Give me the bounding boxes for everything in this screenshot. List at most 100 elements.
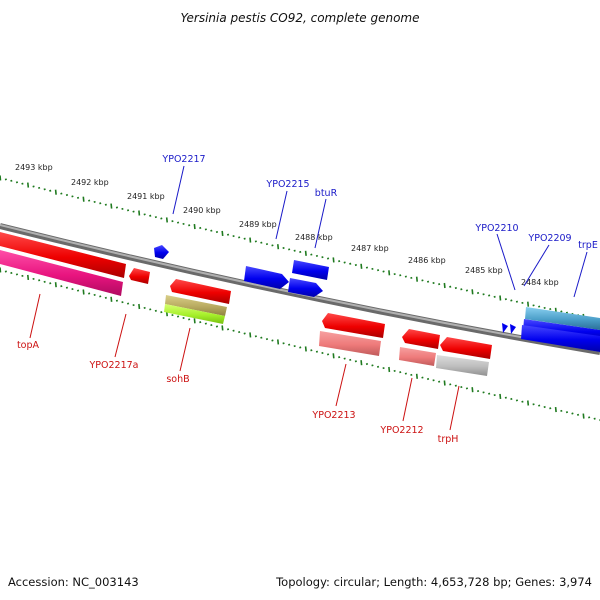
- reverse-strand-genes: [0, 232, 492, 376]
- outer-track-minor-tick: [132, 210, 135, 213]
- reverse-gene-labels: topA YPO2217a sohB YPO2213 YPO2212 trpH: [17, 293, 460, 445]
- label-YPO2209: YPO2209: [527, 233, 571, 244]
- inner-track-minor-tick: [76, 289, 80, 292]
- outer-track-minor-tick: [376, 269, 380, 272]
- label-topA: topA: [17, 340, 40, 351]
- outer-track-minor-tick: [76, 196, 80, 199]
- leader-trpE: [573, 251, 588, 298]
- accession-text: Accession: NC_003143: [8, 575, 139, 589]
- inner-track-minor-tick: [482, 391, 485, 394]
- scale-label-2491: 2491 kbp: [127, 192, 165, 201]
- label-YPO2212: YPO2212: [379, 425, 423, 436]
- outer-track-minor-tick: [454, 286, 457, 290]
- gene-btuR-block: [292, 260, 329, 280]
- outer-track-minor-tick: [104, 203, 107, 206]
- outer-track-minor-tick: [532, 304, 535, 307]
- inner-track-major-tick: [82, 289, 85, 295]
- inner-track-minor-tick: [588, 416, 591, 419]
- inner-track-minor-tick: [382, 367, 385, 370]
- outer-track-minor-tick: [154, 216, 157, 219]
- inner-track-minor-tick: [265, 338, 269, 341]
- genome-title: Yersinia pestis CO92, complete genome: [181, 11, 420, 25]
- scale-label-2489: 2489 kbp: [239, 220, 277, 229]
- inner-track-minor-tick: [449, 383, 452, 386]
- gene-YPO2217-arrow: [154, 245, 169, 259]
- gene-sohB-arrow: [170, 279, 231, 304]
- inner-track-minor-tick: [593, 417, 596, 420]
- outer-track-minor-tick: [393, 273, 396, 276]
- inner-track-minor-tick: [365, 362, 369, 366]
- gene-trpE-row1: [525, 307, 600, 330]
- inner-track-minor-tick: [15, 273, 19, 276]
- outer-track-minor-tick: [232, 235, 235, 238]
- inner-track-minor-tick: [132, 304, 135, 307]
- gene-trpE-row3: [521, 325, 600, 352]
- outer-track-minor-tick: [288, 248, 291, 251]
- leader-YPO2212: [402, 377, 413, 422]
- inner-track-major-tick: [0, 267, 2, 273]
- inner-track-minor-tick: [549, 407, 552, 410]
- inner-track-minor-tick: [421, 376, 424, 379]
- outer-track-minor-tick: [543, 306, 546, 309]
- gene-YPO2217a-arrow: [129, 268, 150, 284]
- gene-YPO2215-arrow: [244, 266, 289, 289]
- inner-track-minor-tick: [343, 357, 346, 360]
- leader-topA: [29, 293, 41, 339]
- label-YPO2217a: YPO2217a: [88, 360, 138, 371]
- leader-YPO2213: [335, 363, 347, 407]
- outer-track-minor-tick: [293, 249, 296, 252]
- inner-track-major-tick: [415, 373, 418, 379]
- outer-track-minor-tick: [538, 305, 541, 308]
- inner-track-minor-tick: [188, 318, 191, 321]
- label-YPO2210: YPO2210: [474, 223, 518, 234]
- inner-track-major-tick: [332, 353, 335, 359]
- inner-track-minor-tick: [432, 379, 435, 382]
- inner-track-minor-tick: [393, 369, 396, 372]
- inner-track-minor-tick: [65, 286, 69, 289]
- outer-track-minor-tick: [210, 229, 213, 232]
- outer-track-minor-tick: [176, 221, 180, 224]
- outer-track-minor-tick: [143, 213, 146, 216]
- gene-YPO2210-arrow: [502, 323, 508, 333]
- outer-track-minor-tick: [426, 280, 430, 283]
- scale-label-2488: 2488 kbp: [295, 233, 333, 242]
- inner-track-minor-tick: [521, 400, 524, 403]
- inner-track-minor-tick: [4, 270, 7, 273]
- inner-track-minor-tick: [543, 405, 546, 409]
- gene-sohB-row2: [165, 295, 227, 316]
- forward-strand-genes: [154, 245, 600, 352]
- inner-track-minor-tick: [226, 328, 230, 331]
- leader-YPO2217: [172, 165, 185, 215]
- outer-track-major-tick: [27, 182, 30, 188]
- outer-track-minor-tick: [460, 288, 463, 291]
- inner-track-minor-tick: [243, 332, 246, 335]
- outer-track-minor-tick: [476, 291, 480, 295]
- outer-track-minor-tick: [382, 270, 385, 273]
- outer-track-minor-tick: [326, 257, 330, 260]
- inner-track-major-tick: [304, 346, 307, 352]
- outer-track-minor-tick: [482, 293, 485, 296]
- outer-track-minor-tick: [365, 266, 369, 269]
- outer-track-minor-tick: [549, 308, 552, 311]
- gene-topA-block: [0, 232, 126, 278]
- outer-track-minor-tick: [4, 178, 7, 181]
- leader-YPO2210: [496, 233, 516, 291]
- outer-track-major-tick: [193, 224, 196, 230]
- inner-track-minor-tick: [371, 364, 374, 367]
- label-trpH: trpH: [438, 434, 459, 445]
- outer-track-minor-tick: [199, 226, 202, 230]
- outer-track-minor-tick: [188, 224, 191, 227]
- label-YPO2215: YPO2215: [265, 179, 309, 190]
- inner-track-major-tick: [443, 380, 446, 386]
- outer-track-major-tick: [443, 282, 446, 289]
- inner-track-major-tick: [54, 282, 57, 288]
- label-btuR: btuR: [315, 188, 338, 199]
- outer-track-minor-tick: [299, 250, 302, 254]
- inner-track-minor-tick: [515, 399, 519, 402]
- inner-track-minor-tick: [321, 351, 324, 355]
- inner-track-minor-tick: [71, 288, 74, 291]
- inner-track-major-tick: [527, 400, 530, 406]
- outer-track-minor-tick: [238, 236, 241, 239]
- outer-track-minor-tick: [215, 230, 219, 234]
